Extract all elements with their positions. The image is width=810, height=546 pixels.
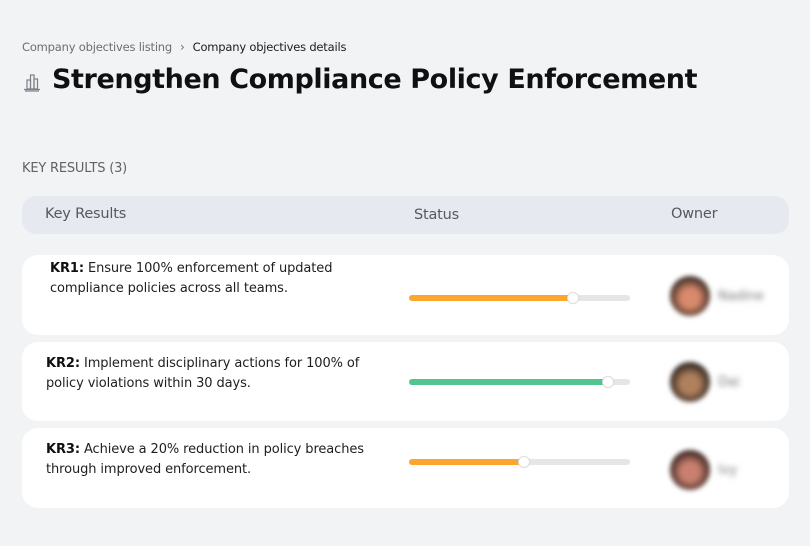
column-header-key-results: Key Results (45, 206, 127, 222)
avatar (670, 450, 710, 490)
owner-name: Nadine (718, 288, 764, 304)
key-result-text: Achieve a 20% reduction in policy breach… (46, 442, 364, 477)
buildings-chart-icon (22, 71, 42, 93)
owner-name: Ivy (718, 462, 738, 478)
status-progress-bar (409, 376, 630, 388)
owner-cell[interactable]: Ivy (670, 450, 737, 490)
avatar (670, 362, 710, 402)
progress-thumb[interactable] (601, 376, 614, 388)
progress-fill (409, 295, 573, 301)
owner-cell[interactable]: Dai (670, 362, 740, 402)
key-result-text: Implement disciplinary actions for 100% … (46, 356, 360, 391)
breadcrumb-link-objectives-listing[interactable]: Company objectives listing (22, 40, 172, 54)
column-header-status: Status (414, 207, 460, 223)
status-progress-bar (409, 292, 630, 304)
table-header: Key Results Status Owner (22, 196, 789, 234)
progress-thumb[interactable] (517, 456, 530, 468)
progress-fill (409, 379, 608, 385)
key-result-row-kr2[interactable]: KR2: Implement disciplinary actions for … (22, 342, 789, 421)
column-header-owner: Owner (671, 206, 718, 222)
key-result-row-kr1[interactable]: KR1: Ensure 100% enforcement of updated … (22, 255, 789, 335)
key-result-text: Ensure 100% enforcement of updated compl… (50, 261, 333, 296)
key-result-code: KR2: (46, 356, 80, 371)
key-result-code: KR1: (50, 261, 84, 276)
status-progress-bar (409, 456, 630, 468)
key-results-section-label: KEY RESULTS (3) (22, 161, 128, 176)
chevron-right-icon: › (180, 40, 185, 54)
owner-name: Dai (718, 374, 740, 390)
breadcrumb: Company objectives listing › Company obj… (22, 40, 346, 54)
avatar (670, 276, 710, 316)
page-title: Strengthen Compliance Policy Enforcement (52, 64, 698, 95)
key-result-row-kr3[interactable]: KR3: Achieve a 20% reduction in policy b… (22, 428, 789, 508)
owner-cell[interactable]: Nadine (670, 276, 764, 316)
key-result-description: KR3: Achieve a 20% reduction in policy b… (46, 440, 366, 480)
breadcrumb-current: Company objectives details (192, 40, 347, 54)
key-result-code: KR3: (46, 442, 80, 457)
title-row: Strengthen Compliance Policy Enforcement (22, 64, 698, 95)
progress-fill (409, 459, 524, 465)
progress-thumb[interactable] (566, 292, 579, 304)
key-result-description: KR1: Ensure 100% enforcement of updated … (50, 259, 370, 299)
key-result-description: KR2: Implement disciplinary actions for … (46, 354, 366, 394)
